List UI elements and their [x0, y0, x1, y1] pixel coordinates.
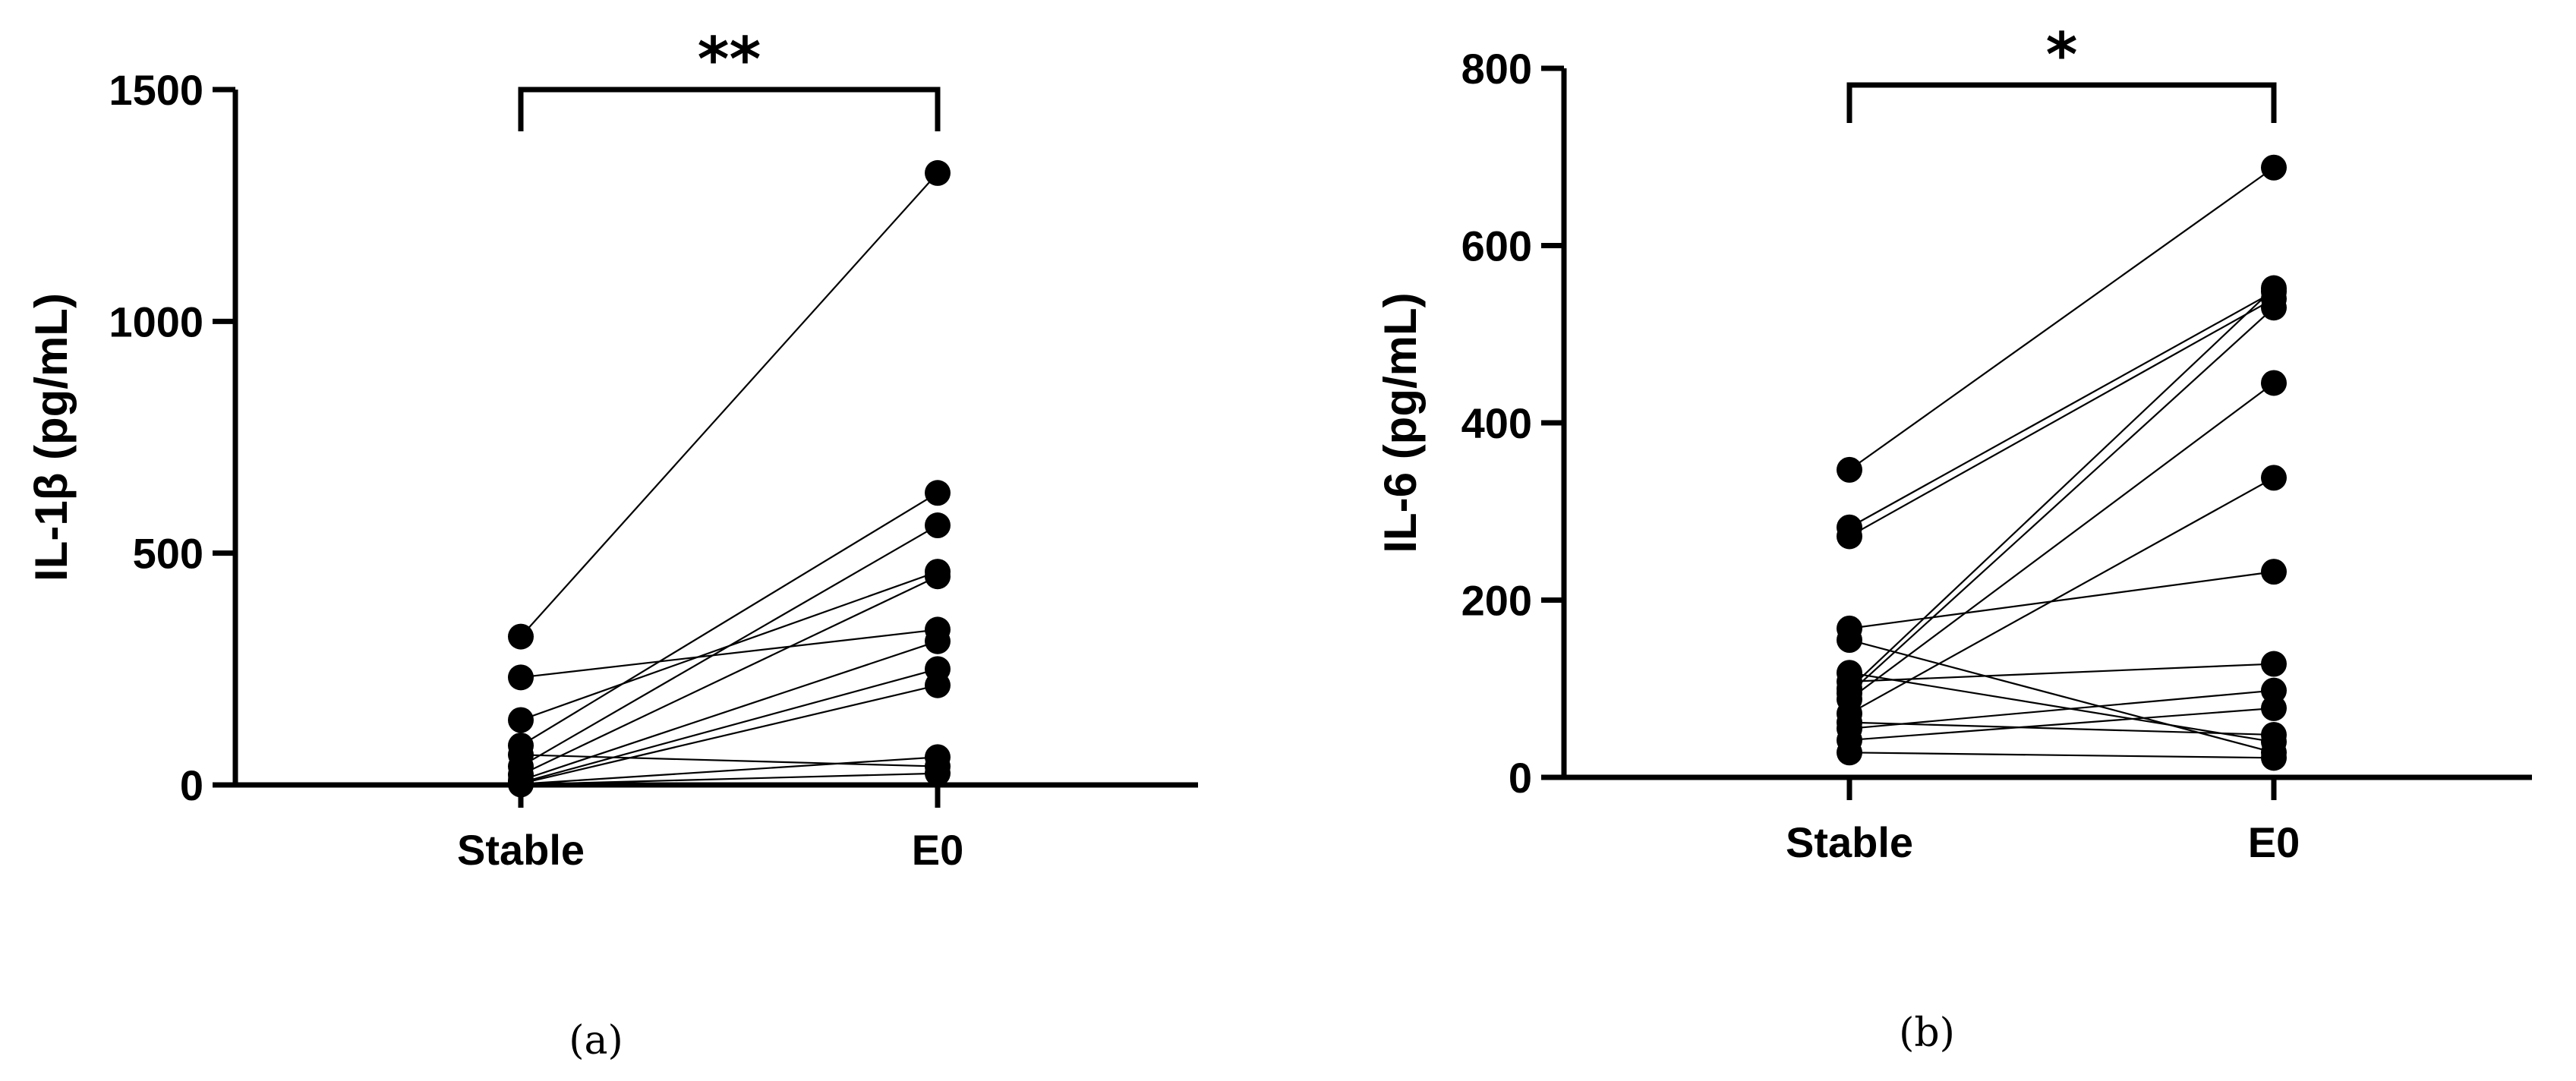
data-point-stable [1837, 457, 1862, 483]
data-point-stable [508, 664, 534, 690]
data-point-e0 [2261, 295, 2287, 320]
significance-label: * [2046, 20, 2078, 90]
pair-line [1849, 673, 2274, 742]
significance-bracket [521, 90, 938, 131]
panel-a: 0 500 1000 1500 Stable E0 IL-1β (pg/mL) ** (a) [26, 24, 1198, 1064]
pair-line [521, 493, 938, 745]
data-point-e0 [2261, 722, 2287, 748]
data-point-stable [508, 708, 534, 733]
data-point-e0 [2261, 745, 2287, 771]
y-axis-title: IL-1β (pg/mL) [26, 293, 77, 581]
data-point-stable [1837, 523, 1862, 549]
y-tick-label: 0 [180, 761, 203, 809]
pair-line [521, 685, 938, 783]
data-point-e0 [925, 629, 951, 654]
data-point-e0 [2261, 465, 2287, 490]
panel-b: 0 200 400 600 800 Stable E0 IL-6 (pg/mL) * (b) [1375, 20, 2532, 1056]
panel-caption: (b) [1899, 1010, 1955, 1056]
pair-line [521, 173, 938, 637]
pair-line [1849, 292, 2274, 528]
data-point-e0 [925, 563, 951, 589]
data-point-e0 [925, 512, 951, 538]
pair-line [521, 629, 938, 677]
significance-bracket [1849, 85, 2274, 123]
significance-label: ** [698, 24, 761, 95]
panel-caption: (a) [569, 1018, 623, 1064]
pair-line [521, 576, 938, 774]
data-point-e0 [2261, 695, 2287, 721]
y-tick-label: 0 [1509, 754, 1532, 802]
y-tick-label: 1500 [109, 66, 203, 114]
pair-line [1849, 752, 2274, 758]
y-tick-label: 200 [1461, 577, 1532, 625]
data-point-stable [1837, 739, 1862, 765]
y-tick-label: 600 [1461, 222, 1532, 270]
data-point-stable [1837, 627, 1862, 653]
x-category-label: Stable [457, 826, 585, 874]
y-tick-label: 1000 [109, 298, 203, 345]
x-category-label: E0 [912, 826, 964, 874]
x-category-label: Stable [1786, 818, 1913, 866]
data-point-e0 [925, 480, 951, 506]
pair-line [1849, 168, 2274, 470]
pair-line [1849, 288, 2274, 689]
data-point-e0 [925, 160, 951, 186]
pair-line [1849, 477, 2274, 714]
pair-line [521, 525, 938, 767]
pair-line [1849, 383, 2274, 699]
pair-line [1849, 572, 2274, 629]
y-axis-title: IL-6 (pg/mL) [1375, 292, 1426, 553]
pair-line [521, 641, 938, 780]
data-point-e0 [2261, 155, 2287, 181]
y-tick-label: 500 [133, 530, 203, 578]
data-point-e0 [2261, 370, 2287, 396]
data-point-e0 [2261, 651, 2287, 677]
y-tick-label: 400 [1461, 399, 1532, 447]
data-point-e0 [2261, 559, 2287, 585]
data-point-e0 [925, 673, 951, 698]
y-tick-label: 800 [1461, 45, 1532, 93]
data-point-stable [508, 771, 534, 797]
x-category-label: E0 [2248, 818, 2300, 866]
data-point-stable [508, 624, 534, 650]
data-point-e0 [925, 761, 951, 786]
pair-line [521, 669, 938, 783]
